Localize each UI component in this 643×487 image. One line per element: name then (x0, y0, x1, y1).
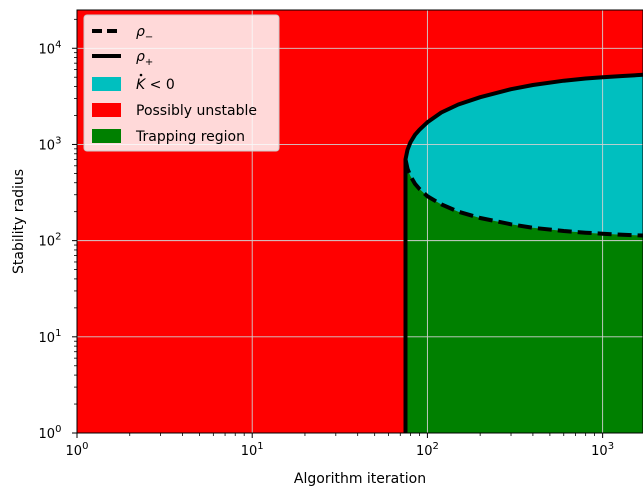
y-axis-label: Stability radius (11, 169, 27, 274)
x-tick-label: 100 (66, 441, 89, 459)
legend-label-unstable: Possibly unstable (136, 103, 257, 119)
lines-layer (403, 72, 643, 433)
legend-label-rho-minus: ρ− (136, 24, 153, 43)
legend-swatch-unstable (92, 103, 121, 117)
legend-swatch-kdot (92, 77, 121, 91)
plot-frame (76, 9, 643, 434)
region-trapping (405, 159, 643, 433)
y-tick-label: 103 (39, 135, 62, 153)
legend-label-rho-plus: ρ+ (136, 49, 153, 68)
series-line-rho-plus (403, 72, 643, 433)
legend-label-kdot: K < 0 (136, 77, 175, 93)
y-tick-label: 104 (39, 39, 62, 57)
y-tick-label: 102 (39, 232, 62, 250)
legend: ρ− ρ+ K < 0 Possibly unstable Trapping regio… (83, 14, 280, 152)
frame-layer (76, 9, 643, 434)
y-tick-label: 101 (39, 328, 62, 346)
ticks-layer: 100 101 102 103 100 101 102 103 104 (39, 18, 614, 459)
legend-box (83, 14, 280, 152)
x-tick-label: 103 (591, 441, 614, 459)
series-line-rho-minus (403, 158, 643, 238)
legend-swatch-trapping (92, 129, 121, 143)
x-tick-label: 102 (416, 441, 439, 459)
y-tick-label: 100 (39, 424, 62, 442)
legend-kdot-dot (139, 73, 143, 77)
region-kdot-negative (405, 74, 643, 236)
regions-layer (77, 10, 643, 433)
legend-label-trapping: Trapping region (135, 129, 245, 145)
x-axis-label: Algorithm iteration (294, 471, 426, 487)
x-tick-label: 101 (241, 441, 264, 459)
